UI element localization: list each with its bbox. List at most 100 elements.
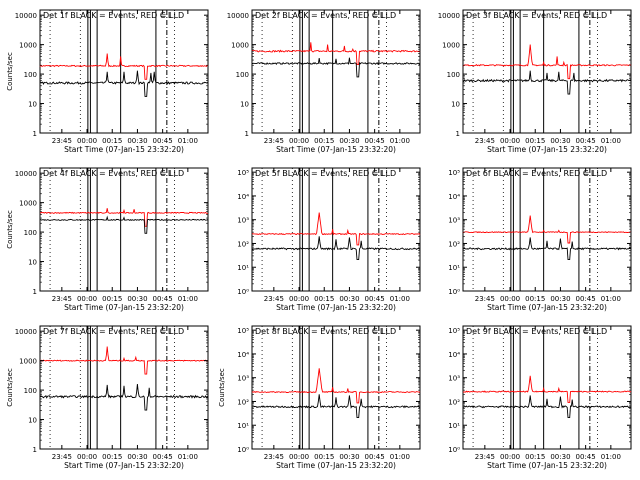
series-line-events [251,394,421,419]
series-line-lld [251,368,421,404]
x-tick-label: 00:45 [153,295,173,303]
y-tick-label: 10⁵ [237,169,249,177]
x-tick-label: 00:15 [102,453,122,461]
x-tick-label: 23:45 [52,295,72,303]
y-tick-label: 10² [448,398,460,406]
y-tick-label: 10⁴ [448,351,460,359]
panel-det-8: 10⁰ 10¹ 10² 10³ 10⁴ 10⁵ 23:45 00:00 00:15 00:30 00… [218,325,421,470]
x-tick-label: 23:45 [264,137,284,145]
plot-frame [251,325,421,450]
marker-label: L [380,11,385,20]
plot-frame [39,9,209,134]
series-line-events [462,395,632,419]
x-axis-title: Start Time (07-Jan-15 23:32:20) [64,461,184,470]
x-tick-label: 00:00 [289,453,309,461]
x-tick-label: 01:00 [178,137,198,145]
y-tick-label: 10³ [448,217,460,225]
x-tick-label: 00:00 [289,137,309,145]
marker-label: C [372,169,378,178]
y-tick-label: 10⁴ [237,193,249,201]
x-tick-label: 00:45 [153,137,173,145]
y-tick-label: 10⁰ [448,288,460,296]
y-tick-label: 1 [33,130,37,138]
plot-frame [251,167,421,292]
y-tick-label: 10⁵ [237,327,249,335]
marker-label: C [372,11,378,20]
y-tick-label: 10³ [448,375,460,383]
x-axis-title: Start Time (07-Jan-15 23:32:20) [276,461,396,470]
x-tick-label: 00:30 [339,295,359,303]
x-tick-label: 00:30 [127,137,147,145]
marker-label: C [583,169,589,178]
x-tick-label: 00:00 [77,453,97,461]
marker-label: L [591,11,596,20]
y-tick-label: 10¹ [448,422,460,430]
y-tick-label: 10⁴ [237,351,249,359]
marker-label: C [160,169,166,178]
x-axis-title: Start Time (07-Jan-15 23:32:20) [276,303,396,312]
y-tick-label: 10² [237,240,249,248]
panel-det-9: 10⁰ 10¹ 10² 10³ 10⁴ 10⁵ 23:45 00:00 00:15 00:30 00… [448,325,632,470]
x-tick-label: 00:45 [576,453,596,461]
x-tick-label: 00:45 [365,137,385,145]
y-tick-label: 10² [448,240,460,248]
x-tick-label: 01:00 [601,453,621,461]
x-tick-label: 23:45 [52,453,72,461]
x-tick-label: 00:30 [339,137,359,145]
y-tick-label: 10⁰ [237,288,249,296]
x-tick-label: 00:00 [289,295,309,303]
x-tick-label: 23:45 [475,137,495,145]
y-tick-label: 100 [24,387,37,395]
x-tick-label: 00:15 [314,295,334,303]
x-tick-label: 00:15 [314,137,334,145]
y-tick-label: 1 [33,446,37,454]
panel-det-6: 10⁰ 10¹ 10² 10³ 10⁴ 10⁵ 23:45 00:00 00:15 00:30 00… [448,167,632,312]
y-tick-label: 1000 [19,200,37,208]
x-tick-label: 01:00 [390,137,410,145]
series-line-events [40,70,209,97]
x-tick-label: 00:30 [339,453,359,461]
y-tick-label: 10³ [237,217,249,225]
panel-title: Det 3f BLACK = Events, RED = LLD [466,11,607,20]
y-tick-label: 1000 [231,42,249,50]
x-tick-label: 00:15 [525,453,545,461]
y-tick-label: 100 [447,71,460,79]
series-line-events [462,237,632,261]
x-tick-label: 00:30 [127,453,147,461]
panel-title: Det 4f BLACK = Events, RED = LLD [43,169,184,178]
y-tick-label: 10000 [438,12,460,20]
x-tick-label: 00:00 [500,137,520,145]
x-tick-label: 00:45 [153,453,173,461]
marker-label: C [160,11,166,20]
plot-frame [251,9,421,134]
series-line-lld [39,208,209,227]
panel-title: Det 2f BLACK = Events, RED = LLD [255,11,396,20]
marker-label: L [380,169,385,178]
marker-label: C [583,11,589,20]
series-line-events [251,57,421,78]
x-tick-label: 00:15 [102,137,122,145]
x-tick-label: 01:00 [390,295,410,303]
y-tick-label: 10000 [227,12,249,20]
y-tick-label: 10000 [15,170,37,178]
marker-label: L [591,327,596,336]
y-tick-label: 1000 [19,358,37,366]
y-tick-label: 10⁰ [448,446,460,454]
x-tick-label: 00:15 [314,453,334,461]
panel-det-5: 10⁰ 10¹ 10² 10³ 10⁴ 10⁵ 23:45 00:00 00:15 00:30 00… [237,167,421,312]
panel-det-2: 1 10 100 1000 10000 23:45 00:00 00:15 00:30 00:45… [227,9,421,154]
y-tick-label: 10 [28,259,37,267]
panel-det-7: 1 10 100 1000 10000 23:45 00:00 00:15 00:30 00:45… [6,325,209,470]
x-tick-label: 00:15 [102,295,122,303]
series-line-lld [462,215,631,244]
y-axis-title: Counts/sec [6,368,14,407]
x-tick-label: 00:30 [127,295,147,303]
x-axis-title: Start Time (07-Jan-15 23:32:20) [64,303,184,312]
y-tick-label: 10⁰ [237,446,249,454]
y-tick-label: 10¹ [448,264,460,272]
x-tick-label: 01:00 [390,453,410,461]
series-line-lld [39,346,209,375]
y-tick-label: 10¹ [237,422,249,430]
y-tick-label: 1 [245,130,249,138]
x-tick-label: 00:45 [576,295,596,303]
